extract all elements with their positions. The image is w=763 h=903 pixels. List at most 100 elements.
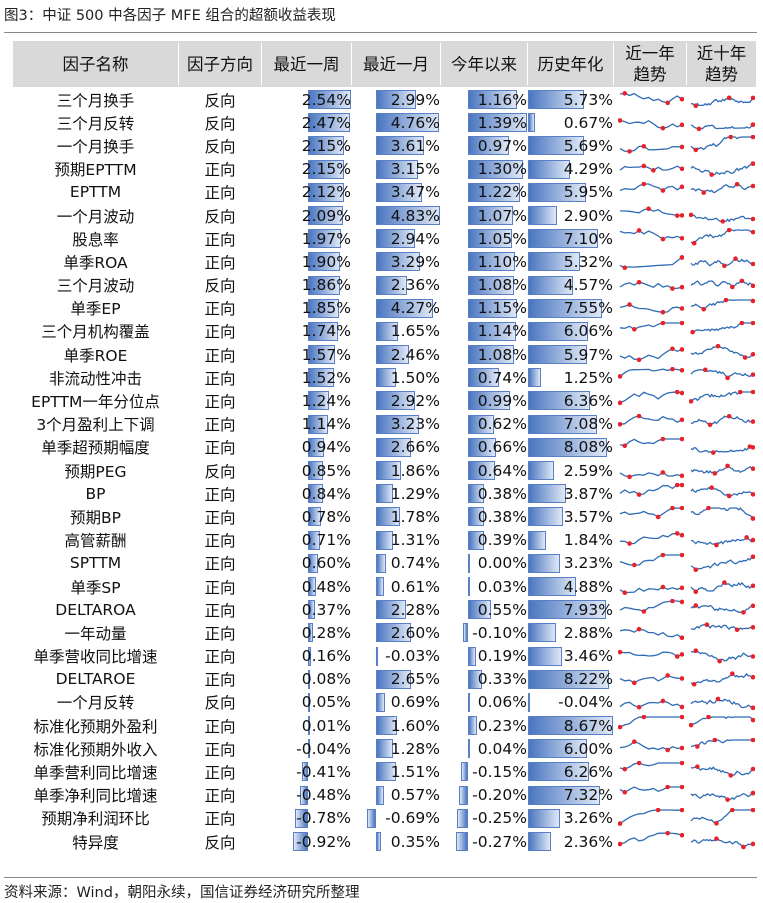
factor-direction: 正向 [204,508,236,527]
trend-marker [670,367,675,372]
annual-data-bar [528,461,554,480]
week-value: -0.04% [296,739,351,758]
annual-data-bar [528,368,541,388]
trend-line [690,581,754,593]
annual-data-bar [528,182,587,202]
week-data-bar [301,762,309,782]
table-row: 一个月波动 反向 2.09% 4.83% 1.07% 2.90% [13,204,756,227]
ytd-value: 1.10% [477,252,527,271]
month-data-bar [376,414,419,434]
factor-name: 股息率 [72,230,119,249]
annual-data-bar [528,692,530,712]
annual-data-bar [528,252,581,272]
header-separator [527,43,528,85]
ytd-data-bar [467,576,470,596]
month-value: 0.61% [390,577,440,596]
trend-marker [750,807,755,813]
week-value: 0.01% [301,716,351,735]
ytd-value: 0.39% [477,531,527,550]
trend-marker [689,399,694,405]
trend-marker [679,807,684,813]
annual-value: 5.95% [563,183,613,202]
trend-1y-sparkline [619,436,684,448]
trend-marker [750,674,755,680]
month-data-bar [376,229,415,249]
header-separator [440,43,441,85]
trend-marker [741,610,746,615]
trend-marker [704,622,710,628]
trend-marker [750,95,755,101]
factor-direction: 反向 [204,833,236,852]
trend-line [619,257,683,269]
annual-data-bar [528,507,564,527]
factor-direction: 正向 [204,230,236,249]
month-data-bar [375,646,378,666]
trend-line [619,164,683,171]
trend-marker [636,228,642,233]
annual-value: 8.22% [563,670,613,689]
ytd-data-bar [467,113,527,133]
trend-10y-sparkline [690,367,755,381]
factor-direction: 正向 [204,648,236,667]
month-data-bar [376,576,385,596]
month-value: 4.27% [390,299,440,318]
week-value: 2.15% [301,136,351,155]
trend-marker [750,466,755,472]
figure-title: 图3：中证 500 中各因子 MFE 组合的超额收益表现 [4,8,336,24]
ytd-data-bar [467,90,518,109]
annual-data-bar [528,159,571,179]
month-data-bar [376,298,433,318]
table-row: 预期PEG 反向 0.85% 1.86% 0.64% 2.59% [13,459,756,482]
trend-marker [636,492,642,498]
trend-marker [655,807,661,813]
annual-value: 7.32% [563,786,613,805]
trend-marker [627,474,632,480]
table-row: 单季EP 正向 1.85% 4.27% 1.15% 7.55% [13,297,756,320]
table-row: EPTTM 正向 2.12% 3.47% 1.22% 5.95% [13,181,756,204]
ytd-value: 1.30% [477,160,527,179]
trend-line [619,700,683,708]
trend-1y-sparkline [619,255,684,271]
week-data-bar [307,739,310,759]
month-value: 1.78% [390,507,440,526]
trend-marker [674,483,680,488]
table-row: 三个月机构覆盖 正向 1.74% 1.65% 1.14% 6.06% [13,320,756,343]
week-value: 1.86% [301,276,351,295]
annual-data-bar [528,669,609,689]
table-row: SPTTM 正向 0.60% 0.74% 0.00% 3.23% [13,552,756,575]
trend-10y-sparkline [690,622,755,633]
annual-value: 8.08% [563,438,613,457]
trend-marker [709,171,714,177]
trend-line [619,484,682,496]
factor-direction: 正向 [204,740,236,759]
trend-1y-sparkline [619,91,684,106]
month-data-bar [367,808,377,828]
header-week: 最近一周 [273,54,340,74]
annual-data-bar [528,576,576,596]
month-value: 4.83% [390,206,440,225]
month-data-bar [376,136,424,156]
trend-marker [703,367,708,373]
week-data-bar [308,461,323,480]
ytd-value: 1.16% [477,90,527,109]
trend-marker [679,832,684,838]
annual-value: 2.90% [563,206,613,225]
trend-marker [618,821,623,826]
header-trend-1y-line1: 近一年 [625,44,675,63]
trend-10y-sparkline [690,534,755,547]
table-row: 单季ROA 正向 1.90% 3.29% 1.10% 5.32% [13,250,756,273]
ytd-data-bar [467,739,470,759]
week-value: 0.08% [301,670,351,689]
annual-data-bar [528,437,608,457]
trend-1y-sparkline [619,301,684,315]
trend-line [690,465,754,475]
trend-line [619,586,683,594]
month-value: 2.36% [390,276,440,295]
annual-value: 6.26% [563,763,613,782]
trend-marker [679,532,684,538]
trend-marker [737,390,743,395]
trend-marker [618,374,623,379]
factor-name: EPTTM一年分位点 [31,393,160,412]
trend-marker [679,552,684,558]
trend-line [690,445,754,454]
